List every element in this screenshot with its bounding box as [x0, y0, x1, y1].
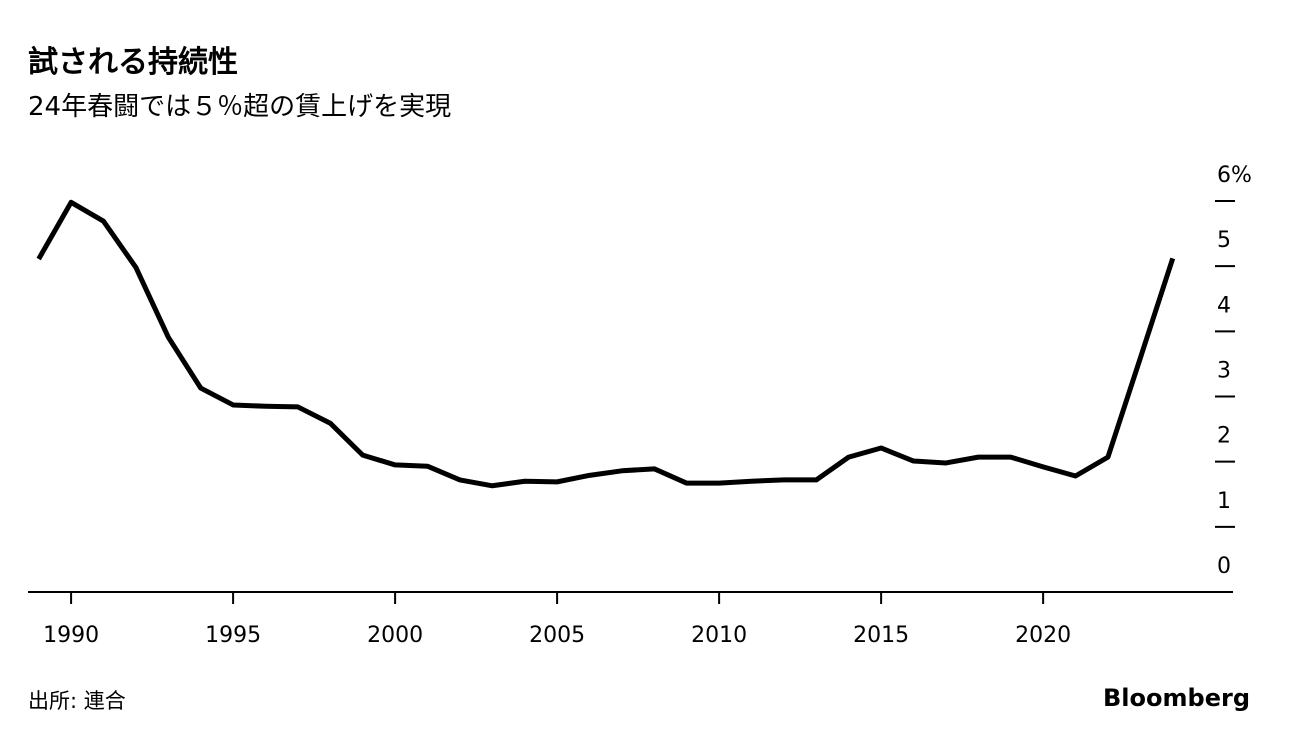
chart-subtitle: 24年春闘では５％超の賃上げを実現 [28, 92, 451, 122]
x-tick-label: 2000 [367, 623, 423, 648]
x-tick-label: 1995 [205, 623, 261, 648]
y-tick-label: 1 [1217, 489, 1231, 514]
x-tick-label: 1990 [43, 623, 99, 648]
x-tick-label: 2015 [853, 623, 909, 648]
x-tick-label: 2005 [529, 623, 585, 648]
data-line [36, 199, 1176, 489]
chart-title: 試される持続性 [28, 45, 238, 80]
y-tick-label: 2 [1217, 424, 1231, 449]
y-tick-label: 5 [1217, 228, 1231, 253]
y-tick-label: 4 [1217, 293, 1231, 318]
x-tick-label: 2010 [691, 623, 747, 648]
y-tick-label: 0 [1217, 554, 1231, 579]
source: 出所: 連合 [28, 689, 126, 713]
brand: Bloomberg [1103, 684, 1250, 712]
y-tick-label: 3 [1217, 359, 1231, 384]
y-tick-label: 6% [1217, 163, 1252, 188]
x-tick-label: 2020 [1015, 623, 1071, 648]
